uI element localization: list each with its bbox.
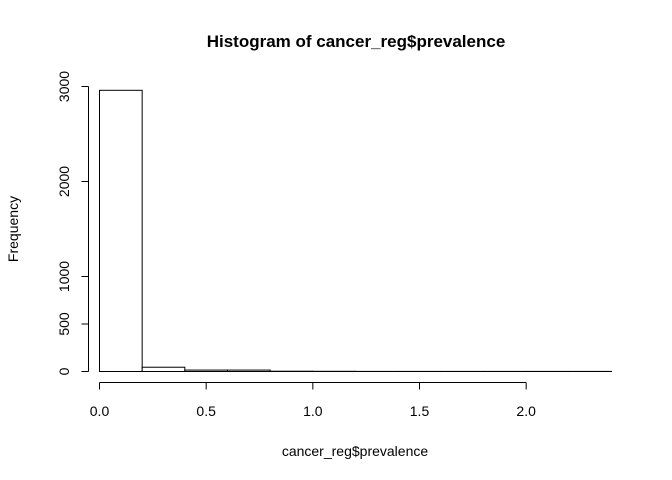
histogram-bar (141, 366, 186, 373)
x-tick-label: 1.5 (410, 403, 430, 419)
histogram-bar (184, 369, 228, 373)
x-tick-label: 1.0 (303, 403, 323, 419)
x-axis-label: cancer_reg$prevalence (282, 443, 429, 459)
y-tick-label: 3000 (56, 71, 72, 102)
histogram-bar (99, 89, 143, 373)
y-tick-label: 500 (56, 312, 72, 336)
y-tick-label: 2000 (56, 166, 72, 197)
histogram-bar (227, 369, 271, 373)
x-tick-label: 0.0 (90, 403, 110, 419)
histogram-bars (99, 89, 612, 373)
y-tick-label: 0 (56, 367, 72, 375)
chart-title: Histogram of cancer_reg$prevalence (207, 32, 506, 51)
x-tick-label: 0.5 (196, 403, 216, 419)
y-tick-label: 1000 (56, 261, 72, 292)
y-axis-label: Frequency (5, 196, 21, 262)
x-tick-label: 2.0 (516, 403, 536, 419)
y-axis: 0 500 1000 2000 3000 (56, 71, 89, 375)
x-axis: 0.0 0.5 1.0 1.5 2.0 (90, 382, 536, 419)
